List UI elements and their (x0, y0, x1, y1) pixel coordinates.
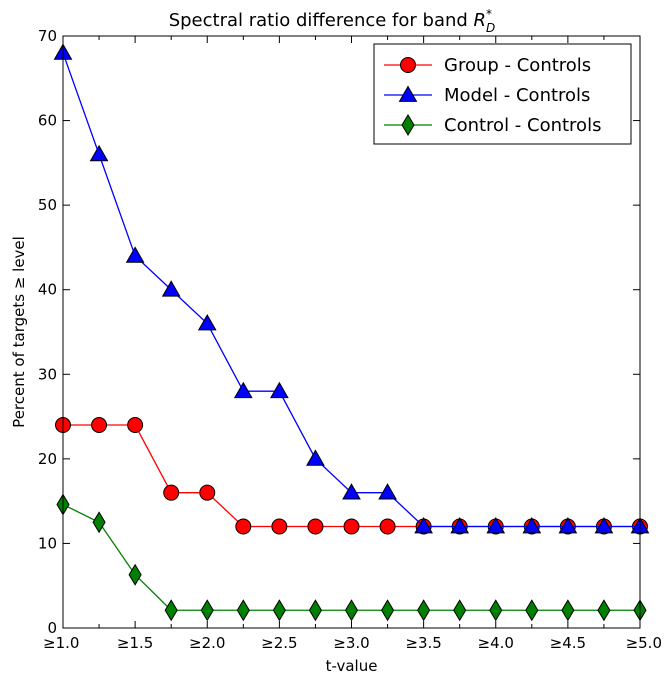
x-tick-label: ≥1.0 (43, 634, 79, 652)
series-diamond (56, 493, 647, 622)
y-axis-ticks: 0 10 20 30 40 50 60 70 (38, 27, 640, 637)
data-point (379, 518, 396, 535)
legend-marker (400, 57, 416, 73)
plot-series (53, 43, 650, 622)
legend-box (373, 43, 632, 145)
x-tick-label: ≥1.5 (117, 634, 153, 652)
data-point (199, 484, 216, 501)
x-axis-ticks: ≥1.0 ≥1.5 ≥2.0 ≥2.5 ≥3.0 ≥3.5 ≥4.0 ≥4.5 ≥5.0 (43, 36, 662, 652)
data-point (558, 517, 578, 534)
data-point (197, 314, 217, 331)
data-point (270, 381, 289, 399)
legend-item: Control - Controls (384, 114, 601, 136)
data-point (486, 517, 506, 534)
data-point (525, 599, 539, 622)
chart-title: Spectral ratio difference for band R* D (169, 7, 496, 35)
data-point (91, 417, 108, 434)
data-point (414, 517, 433, 534)
y-tick-label: 10 (38, 534, 57, 552)
legend-item: Group - Controls (384, 55, 591, 76)
series-triangle (53, 43, 650, 534)
chart-title-math-sup: * (486, 7, 492, 21)
data-point (522, 517, 542, 534)
y-axis-label: Percent of targets ≥ level (10, 236, 28, 428)
legend: Group - Controls Model - Controls Control … (373, 43, 632, 145)
chart-title-math-base: R (474, 10, 487, 31)
y-tick-label: 20 (38, 450, 57, 468)
x-tick-label: ≥5.0 (626, 634, 662, 652)
chart-title-math-sub: D (486, 21, 495, 35)
legend-label: Model - Controls (444, 85, 590, 106)
x-tick-label: ≥2.0 (189, 634, 225, 652)
y-tick-label: 40 (38, 281, 57, 299)
data-point (89, 144, 109, 162)
series-line (63, 424, 640, 528)
data-point (306, 449, 325, 466)
legend-marker (401, 114, 415, 136)
data-point (380, 599, 395, 622)
data-point (489, 599, 503, 622)
y-tick-label: 0 (47, 619, 57, 637)
legend-label: Group - Controls (444, 55, 591, 76)
data-point (378, 483, 397, 500)
data-point (417, 599, 431, 622)
x-tick-label: ≥3.0 (333, 634, 369, 652)
data-point (594, 517, 614, 534)
data-point (344, 599, 359, 622)
data-point (161, 280, 181, 297)
data-point (342, 483, 361, 500)
data-point (453, 599, 467, 622)
data-point (343, 518, 360, 535)
legend-marker (398, 85, 418, 102)
y-tick-label: 50 (38, 196, 57, 214)
data-point (127, 417, 144, 434)
legend-item: Model - Controls (384, 85, 590, 106)
y-tick-label: 60 (38, 112, 57, 130)
x-tick-label: ≥4.0 (478, 634, 514, 652)
chart-title-text: Spectral ratio difference for band (169, 10, 474, 31)
data-point (164, 599, 178, 622)
data-point (308, 599, 323, 622)
x-tick-label: ≥3.5 (405, 634, 441, 652)
data-point (235, 518, 252, 535)
data-point (163, 484, 180, 501)
data-point (597, 599, 611, 622)
x-tick-label: ≥4.5 (550, 634, 586, 652)
data-point (128, 563, 142, 586)
data-point (561, 599, 575, 622)
x-axis-label: t-value (326, 657, 378, 675)
y-tick-label: 70 (38, 27, 57, 45)
legend-label: Control - Controls (444, 115, 601, 136)
x-tick-label: ≥2.5 (261, 634, 297, 652)
data-point (271, 518, 288, 535)
series-circle (55, 417, 648, 535)
data-point (200, 599, 214, 622)
data-point (272, 599, 286, 622)
data-point (92, 511, 106, 534)
data-point (450, 517, 470, 534)
y-tick-label: 30 (38, 365, 57, 383)
data-point (233, 381, 253, 399)
data-point (307, 518, 324, 535)
data-point (236, 599, 250, 622)
data-point (125, 246, 145, 263)
